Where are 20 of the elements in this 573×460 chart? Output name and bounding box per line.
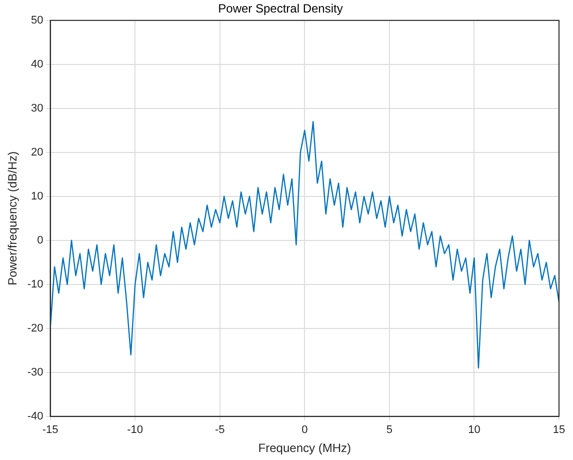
x-tick-label: 10 [468,424,480,436]
x-tick-label: -10 [127,424,144,436]
y-tick-label: 40 [31,58,44,70]
y-tick-label: 50 [31,14,44,26]
chart-title: Power Spectral Density [218,2,343,16]
x-tick-label: 0 [302,424,308,436]
y-axis-title: Power/frequency (dB/Hz) [6,151,20,286]
x-tick-label: -5 [214,424,225,436]
y-tick-label: 10 [31,190,44,202]
x-tick-label: -15 [42,424,58,436]
y-tick-label: -10 [27,278,44,290]
x-axis-title: Frequency (MHz) [258,441,351,456]
y-tick-label: 0 [37,234,44,246]
y-tick-label: -40 [27,410,44,422]
y-tick-label: 30 [31,102,44,114]
x-tick-label: 5 [386,424,392,436]
y-tick-label: 20 [31,146,44,158]
y-tick-label: -20 [27,322,44,334]
y-tick-label: -30 [27,366,44,378]
x-tick-label: 15 [552,424,566,436]
